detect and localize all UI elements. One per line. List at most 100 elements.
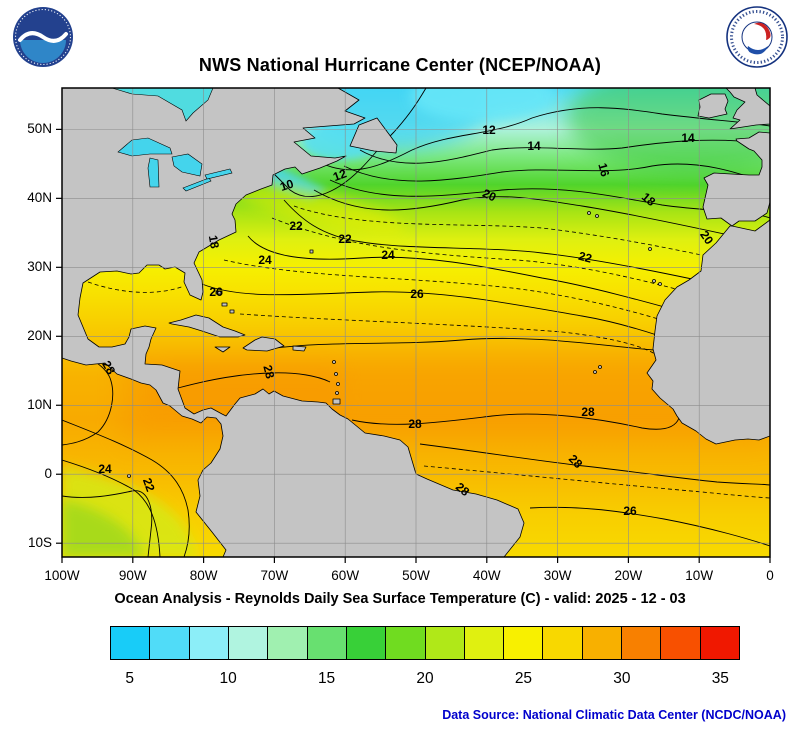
jamaica-island <box>214 346 231 353</box>
colorbar-cell <box>582 627 623 659</box>
canary-island <box>658 282 662 286</box>
page-title: NWS National Hurricane Center (NCEP/NOAA… <box>198 55 602 75</box>
bahamas-island <box>229 309 235 314</box>
lake-erie <box>182 177 212 192</box>
contour-28c <box>351 413 680 430</box>
colorbar-cell <box>150 627 190 659</box>
contour-label: 24 <box>98 462 112 476</box>
contour-label: 24 <box>258 253 272 267</box>
contour-28c <box>177 372 331 389</box>
ireland-island <box>697 93 729 119</box>
contour-28c <box>419 443 770 486</box>
colorbar-tick-label: 35 <box>711 670 729 687</box>
colorbar-cell <box>386 627 426 659</box>
contour-label: 14 <box>527 139 541 153</box>
colorbar-cell <box>189 627 229 659</box>
colorbar-cell <box>111 627 151 659</box>
colorbar-tick-label: 15 <box>317 670 336 687</box>
newfoundland-island <box>349 117 398 154</box>
bermuda-island <box>309 249 314 254</box>
colorbar-cell <box>346 627 387 659</box>
colorbar-tick-labels: 5 10 15 20 25 30 35 <box>110 670 740 690</box>
bahamas-island <box>221 302 228 307</box>
contour-12c <box>311 107 770 171</box>
madeira-island <box>648 247 652 251</box>
colorbar-cell <box>268 627 308 659</box>
contour-label: 14 <box>681 131 695 145</box>
nws-emblem-graphic <box>726 6 788 68</box>
noaa-gull-icon <box>18 31 68 43</box>
colorbar-cell <box>661 627 701 659</box>
contour-label: 12 <box>482 123 496 137</box>
colorbar-cell <box>543 627 583 659</box>
antilles-island <box>332 360 336 364</box>
contour-label: 10 <box>278 176 295 194</box>
colorbar-tick-label: 10 <box>219 670 237 687</box>
contour-label: 28 <box>260 364 277 381</box>
cuba-island <box>168 314 246 338</box>
nws-red-swoosh-icon <box>754 22 771 40</box>
canary-island <box>652 279 656 283</box>
lon-tick-label: 30W <box>543 568 572 583</box>
contour-label: 28 <box>581 405 595 419</box>
lon-tick-label: 50W <box>402 568 430 583</box>
colorbar <box>110 626 740 660</box>
lake-michigan <box>147 157 160 188</box>
lat-tick-label: 20N <box>27 328 52 344</box>
lon-tick-label: 0 <box>766 568 774 583</box>
contour-label: 12 <box>331 166 349 184</box>
colorbar-cell <box>464 627 505 659</box>
contour-label: 20 <box>480 186 498 204</box>
axis-ticks <box>56 128 771 563</box>
bahamas-island <box>215 290 223 295</box>
contour-label: 26 <box>209 285 223 299</box>
colorbar-cell <box>425 627 465 659</box>
lake-ontario <box>204 168 233 180</box>
lon-tick-label: 80W <box>189 568 218 583</box>
contour-label: 22 <box>338 232 352 246</box>
trinidad-island <box>332 398 341 405</box>
lon-tick-label: 90W <box>118 568 147 583</box>
lon-tick-label: 20W <box>614 568 643 583</box>
contour-label: 26 <box>623 504 637 518</box>
sst-map: 10 12 12 14 14 16 18 18 20 20 22 22 22 24 24 26 26 28 28 28… <box>54 80 778 574</box>
antilles-island <box>335 391 339 395</box>
lat-tick-label: 10S <box>27 535 52 551</box>
puerto-rico-island <box>292 345 307 352</box>
lon-tick-label: 40W <box>472 568 501 583</box>
lake-huron <box>171 153 203 177</box>
contour-26c <box>529 506 770 547</box>
lon-tick-label: 10W <box>685 568 714 583</box>
contour-label: 28 <box>408 417 422 431</box>
africa-landmass <box>646 219 770 445</box>
contour-28c <box>261 337 655 351</box>
map-caption: Ocean Analysis - Reynolds Daily Sea Surf… <box>114 591 686 607</box>
colorbar-cell <box>700 627 739 659</box>
colorbar-tick-label: 20 <box>416 670 434 687</box>
contour-10c <box>231 88 427 198</box>
colorbar-tick-label: 30 <box>613 670 631 687</box>
contour-label: 26 <box>410 287 424 301</box>
contour-label: 22 <box>289 219 303 233</box>
map-grid <box>62 88 770 557</box>
contour-label: 22 <box>577 249 594 266</box>
contour-22c <box>62 490 153 557</box>
colorbar-tick-label: 25 <box>514 670 533 687</box>
contour-label: 18 <box>206 234 222 250</box>
azores-island <box>587 211 591 215</box>
cape-verde-island <box>598 365 602 369</box>
colorbar-cell <box>228 627 269 659</box>
colorbar-tick-label: 5 <box>125 670 134 687</box>
lat-tick-label: 40N <box>27 190 52 206</box>
nws-logo <box>726 6 788 68</box>
colorbar-cell <box>622 627 662 659</box>
britain-landmass <box>725 88 770 130</box>
lon-tick-label: 70W <box>260 568 289 583</box>
lon-tick-label: 100W <box>44 568 80 583</box>
landmasses <box>62 88 770 557</box>
antilles-island <box>334 372 338 376</box>
cape-verde-island <box>593 370 597 374</box>
contour-24c <box>62 459 161 557</box>
